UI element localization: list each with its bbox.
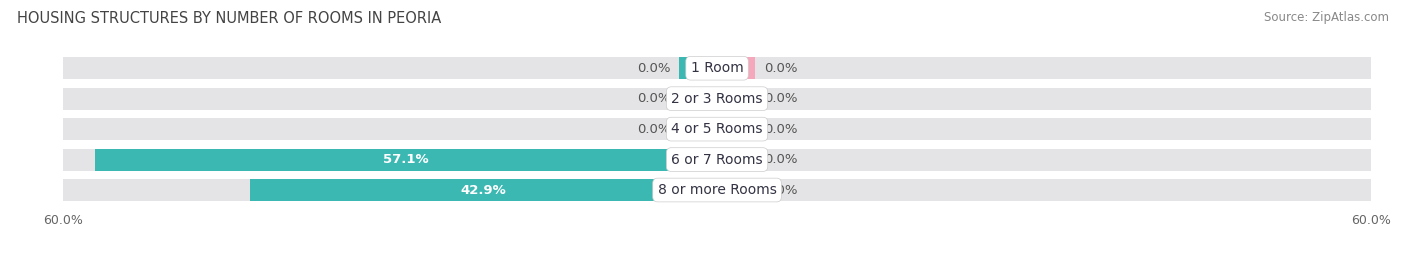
Text: 0.0%: 0.0% <box>763 92 797 105</box>
Text: 57.1%: 57.1% <box>384 153 429 166</box>
Bar <box>679 57 717 79</box>
Bar <box>679 88 717 110</box>
Bar <box>679 118 717 140</box>
Legend: Owner-occupied, Renter-occupied: Owner-occupied, Renter-occupied <box>579 264 855 269</box>
Bar <box>717 57 755 79</box>
Bar <box>717 179 755 201</box>
Text: 8 or more Rooms: 8 or more Rooms <box>658 183 776 197</box>
Text: HOUSING STRUCTURES BY NUMBER OF ROOMS IN PEORIA: HOUSING STRUCTURES BY NUMBER OF ROOMS IN… <box>17 11 441 26</box>
Bar <box>717 88 755 110</box>
Text: 0.0%: 0.0% <box>763 62 797 75</box>
Text: 1 Room: 1 Room <box>690 61 744 75</box>
Bar <box>63 148 1371 171</box>
Text: 0.0%: 0.0% <box>637 62 671 75</box>
Text: 0.0%: 0.0% <box>637 123 671 136</box>
Bar <box>63 118 1371 140</box>
Text: 4 or 5 Rooms: 4 or 5 Rooms <box>671 122 763 136</box>
Bar <box>63 88 1371 110</box>
Bar <box>717 118 755 140</box>
Bar <box>94 148 717 171</box>
Bar <box>63 57 1371 79</box>
Text: 0.0%: 0.0% <box>763 123 797 136</box>
Text: 0.0%: 0.0% <box>763 183 797 197</box>
Bar <box>250 179 717 201</box>
Bar <box>717 148 755 171</box>
Text: 0.0%: 0.0% <box>637 92 671 105</box>
Text: 2 or 3 Rooms: 2 or 3 Rooms <box>671 92 763 106</box>
Bar <box>63 179 1371 201</box>
Text: 42.9%: 42.9% <box>460 183 506 197</box>
Text: 0.0%: 0.0% <box>763 153 797 166</box>
Text: Source: ZipAtlas.com: Source: ZipAtlas.com <box>1264 11 1389 24</box>
Text: 6 or 7 Rooms: 6 or 7 Rooms <box>671 153 763 167</box>
